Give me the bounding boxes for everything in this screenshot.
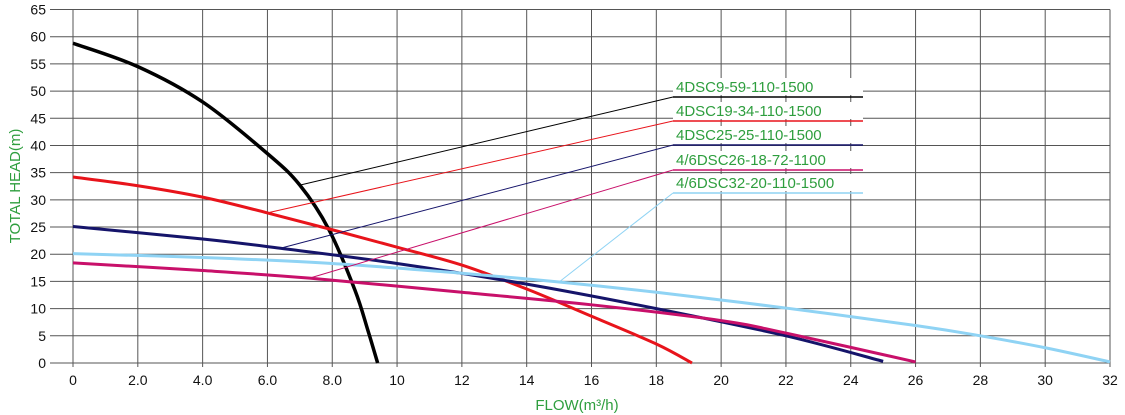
leader-line (267, 120, 674, 214)
y-tick-label: 10 (30, 301, 46, 317)
x-tick-label: 20 (713, 372, 729, 388)
x-tick-label: 26 (908, 372, 924, 388)
legend-entry: 4/6DSC32-20-110-1500 (676, 175, 834, 192)
legend-bg (673, 78, 863, 95)
y-tick-label: 50 (30, 83, 46, 99)
x-tick-label: 10 (389, 372, 405, 388)
x-tick-label: 30 (1037, 372, 1053, 388)
x-tick-label: 12 (454, 372, 470, 388)
curve-4-6dsc26-18-72-1100 (72, 261, 916, 364)
y-tick-label: 40 (30, 137, 46, 153)
x-tick-label: 28 (973, 372, 989, 388)
leader-line (558, 192, 674, 283)
y-tick-label: 35 (30, 165, 46, 181)
y-tick-label: 0 (38, 355, 46, 371)
x-tick-label: 24 (843, 372, 859, 388)
x-axis-label: FLOW(m³/h) (535, 397, 618, 414)
y-tick-label: 55 (30, 56, 46, 72)
x-tick-label: 18 (649, 372, 665, 388)
x-tick-label: 22 (778, 372, 794, 388)
legend-entry: 4DSC25-25-110-1500 (676, 127, 822, 144)
curve-4-6dsc32-20-110-1500 (72, 252, 1111, 364)
y-tick-label: 5 (38, 328, 46, 344)
x-tick-label: 16 (584, 372, 600, 388)
legend-bg (673, 126, 863, 143)
y-tick-label: 30 (30, 192, 46, 208)
leader-line (280, 144, 674, 249)
x-tick-label: 32 (1102, 372, 1118, 388)
curve-4dsc9-59-110-1500 (72, 41, 380, 364)
legend-bg (673, 151, 863, 168)
curve-4dsc19-34-110-1500 (72, 175, 693, 365)
x-tick-label: 2.0 (128, 372, 148, 388)
y-tick-label: 20 (30, 246, 46, 262)
legend-bg (673, 102, 863, 119)
y-tick-label: 45 (30, 110, 46, 126)
y-tick-label: 15 (30, 273, 46, 289)
x-tick-label: 0 (69, 372, 77, 388)
x-tick-label: 8.0 (323, 372, 343, 388)
y-axis-label: TOTAL HEAD(m) (7, 129, 24, 244)
x-tick-label: 4.0 (193, 372, 213, 388)
y-tick-label: 25 (30, 219, 46, 235)
legend-entry: 4DSC19-34-110-1500 (676, 103, 822, 120)
x-tick-label: 6.0 (258, 372, 278, 388)
leader-line (309, 169, 674, 279)
legend-bg (673, 174, 863, 191)
leader-line (299, 96, 674, 186)
y-tick-label: 65 (30, 2, 46, 18)
legend-entry: 4DSC9-59-110-1500 (676, 79, 813, 96)
legend-entry: 4/6DSC26-18-72-1100 (676, 152, 826, 169)
x-tick-label: 14 (519, 372, 535, 388)
y-tick-label: 60 (30, 29, 46, 45)
